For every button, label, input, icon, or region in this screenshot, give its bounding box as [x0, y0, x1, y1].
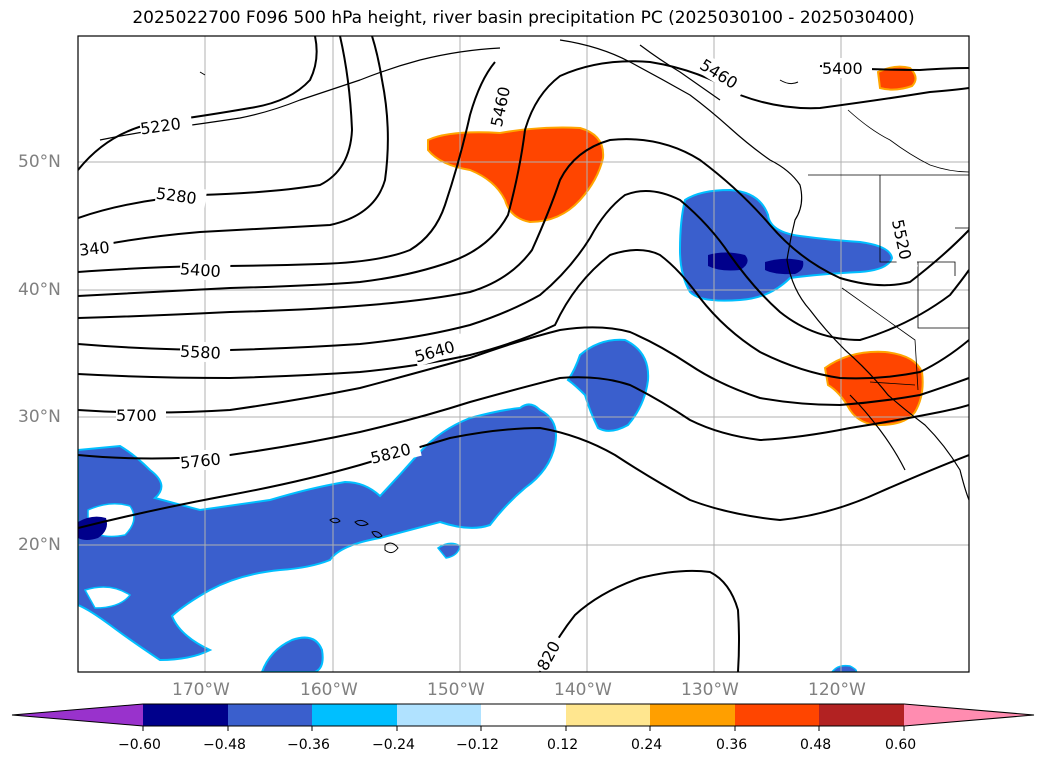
lat-label-50n: 50°N: [18, 152, 61, 172]
blue-anomaly-southeast: [831, 664, 858, 672]
colorbar-bin-3: [312, 704, 397, 726]
white-hole-subtropical-2: [83, 586, 132, 609]
contour-label-340: 340: [78, 238, 110, 260]
contour-5580: [78, 190, 969, 352]
blue-anomaly-south: [260, 636, 324, 672]
islands: [199, 71, 799, 554]
contour-5820-south: [539, 569, 740, 672]
lon-label-160w: 160°W: [300, 680, 358, 700]
contour-5220: [78, 36, 318, 171]
colorbar-extend-low: [12, 704, 143, 726]
contour-label-5400-east: 5400: [822, 59, 863, 78]
colorbar-bin-5: [481, 704, 566, 726]
contour-label-layer: 5220 5280 340 5400 5460 5460 5400 5520 5…: [77, 54, 918, 676]
colorbar-bin-1: [143, 704, 228, 726]
contour-5760: [78, 376, 969, 460]
height-contours: [78, 36, 969, 672]
lon-label-120w: 120°W: [808, 680, 866, 700]
colorbar-tick-neg-0-24: −0.24: [372, 737, 415, 753]
colorbar-bin-4: [397, 704, 481, 726]
orange-anomaly-canada: [876, 65, 917, 91]
lon-label-150w: 150°W: [427, 680, 485, 700]
contour-label-5700: 5700: [116, 406, 157, 425]
colorbar-extend-high: [904, 704, 1034, 726]
colorbar-tick-0-12: 0.12: [547, 737, 579, 753]
political-borders: [808, 109, 969, 391]
lat-label-30n: 30°N: [18, 407, 61, 427]
colorbar-bin-8: [735, 704, 819, 726]
colorbar: [11, 703, 1035, 731]
contour-5460-west: [78, 60, 741, 297]
map-title: 2025022700 F096 500 hPa height, river ba…: [132, 8, 915, 28]
colorbar-bin-9: [819, 704, 904, 726]
contour-5520: [78, 138, 969, 319]
contour-5820: [78, 426, 969, 529]
lon-label-140w: 140°W: [554, 680, 612, 700]
colorbar-tick-neg-0-60: −0.60: [118, 737, 161, 753]
colorbar-tick-neg-0-12: −0.12: [456, 737, 499, 753]
dark-blue-core-right: [765, 258, 804, 275]
contour-label-5580: 5580: [180, 342, 222, 363]
colorbar-tick-neg-0-48: −0.48: [203, 737, 246, 753]
contour-5640: [78, 249, 969, 380]
blue-anomaly-central-pacific: [566, 338, 650, 432]
lon-label-130w: 130°W: [681, 680, 739, 700]
precip-fill-layer: [78, 65, 924, 672]
contour-label-5760: 5760: [179, 449, 221, 472]
colorbar-tick-0-36: 0.36: [716, 737, 748, 753]
colorbar-tick-0-24: 0.24: [631, 737, 663, 753]
contour-5280: [78, 36, 354, 219]
colorbar-bin-2: [228, 704, 312, 726]
contour-label-5400-west: 5400: [179, 259, 221, 281]
contour-5460-east: [739, 87, 969, 110]
lon-label-170w: 170°W: [172, 680, 230, 700]
blue-anomaly-subtropical-band: [78, 403, 557, 662]
colorbar-tick-0-48: 0.48: [800, 737, 832, 753]
orange-anomaly-north-pacific: [427, 126, 605, 224]
colorbar-bin-7: [650, 704, 735, 726]
contour-5700: [78, 326, 969, 414]
map-frame: [77, 35, 970, 673]
graticule: [78, 36, 969, 672]
colorbar-tick-0-60: 0.60: [885, 737, 917, 753]
contour-5340: [78, 36, 389, 251]
lat-label-40n: 40°N: [18, 280, 61, 300]
colorbar-bin-6: [566, 704, 650, 726]
colorbar-tick-neg-0-36: −0.36: [287, 737, 330, 753]
lat-label-20n: 20°N: [18, 535, 61, 555]
orange-anomaly-baja: [823, 350, 924, 427]
